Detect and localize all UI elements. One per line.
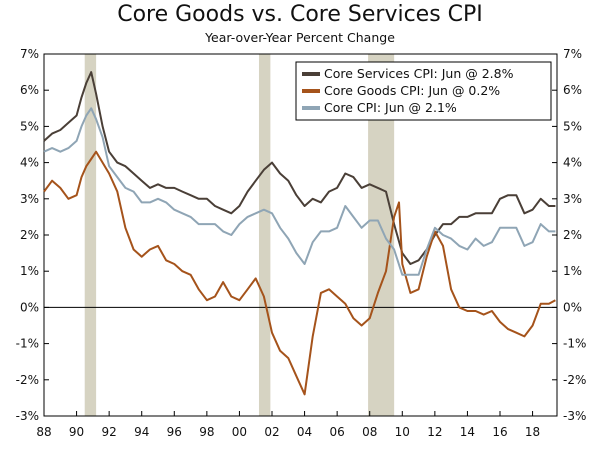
chart-title: Core Goods vs. Core Services CPI	[117, 2, 483, 27]
y-tick-label-right: -1%	[563, 337, 586, 351]
y-tick-label-right: 2%	[563, 228, 582, 242]
legend-label-0: Core Services CPI: Jun @ 2.8%	[324, 66, 514, 81]
x-tick-label: 96	[167, 425, 182, 439]
y-tick-label-left: -1%	[16, 337, 39, 351]
legend-label-2: Core CPI: Jun @ 2.1%	[324, 100, 457, 115]
y-tick-label-left: 7%	[20, 47, 39, 61]
y-tick-label-right: 7%	[563, 47, 582, 61]
x-tick-label: 18	[525, 425, 540, 439]
legend: Core Services CPI: Jun @ 2.8% Core Goods …	[295, 61, 552, 121]
x-tick-label: 88	[36, 425, 51, 439]
y-tick-label-right: 3%	[563, 192, 582, 206]
y-tick-label-left: -2%	[16, 373, 39, 387]
x-tick-label: 14	[460, 425, 475, 439]
y-tick-label-right: 1%	[563, 264, 582, 278]
y-tick-label-left: 5%	[20, 119, 39, 133]
x-tick-label: 98	[199, 425, 214, 439]
x-tick-label: 08	[362, 425, 377, 439]
series-line-1	[43, 150, 556, 396]
y-tick-label-left: 2%	[20, 228, 39, 242]
y-tick-label-left: -3%	[16, 409, 39, 423]
legend-box	[295, 61, 552, 121]
y-tick-label-right: 4%	[563, 156, 582, 170]
x-tick-label: 06	[330, 425, 345, 439]
x-tick-label: 92	[102, 425, 117, 439]
series-lines	[43, 71, 556, 396]
y-tick-label-right: 0%	[563, 300, 582, 314]
series-line-2	[43, 107, 556, 276]
legend-label-1: Core Goods CPI: Jun @ 0.2%	[324, 83, 500, 98]
y-tick-label-left: 6%	[20, 83, 39, 97]
x-tick-label: 00	[232, 425, 247, 439]
axis-ticks: 7% 7% 6% 6% 5% 5% 4% 4% 3% 3% 2% 2% 1% 1% 0% 0% -1% -1% -2…	[16, 47, 587, 439]
x-tick-label: 10	[395, 425, 410, 439]
y-tick-label-right: 5%	[563, 119, 582, 133]
recession-band-1	[258, 54, 271, 416]
y-tick-label-right: -2%	[563, 373, 586, 387]
x-tick-label: 02	[264, 425, 279, 439]
recession-band-0	[84, 54, 97, 416]
y-tick-label-left: 0%	[20, 300, 39, 314]
y-tick-label-left: 3%	[20, 192, 39, 206]
series-line-0	[43, 71, 556, 265]
x-tick-label: 90	[69, 425, 84, 439]
x-tick-label: 12	[427, 425, 442, 439]
chart-subtitle: Year-over-Year Percent Change	[205, 30, 395, 45]
x-tick-label: 94	[134, 425, 149, 439]
y-tick-label-right: 6%	[563, 83, 582, 97]
y-tick-label-left: 1%	[20, 264, 39, 278]
x-tick-label: 16	[492, 425, 507, 439]
y-tick-label-left: 4%	[20, 156, 39, 170]
y-tick-label-right: -3%	[563, 409, 586, 423]
x-tick-label: 04	[297, 425, 312, 439]
